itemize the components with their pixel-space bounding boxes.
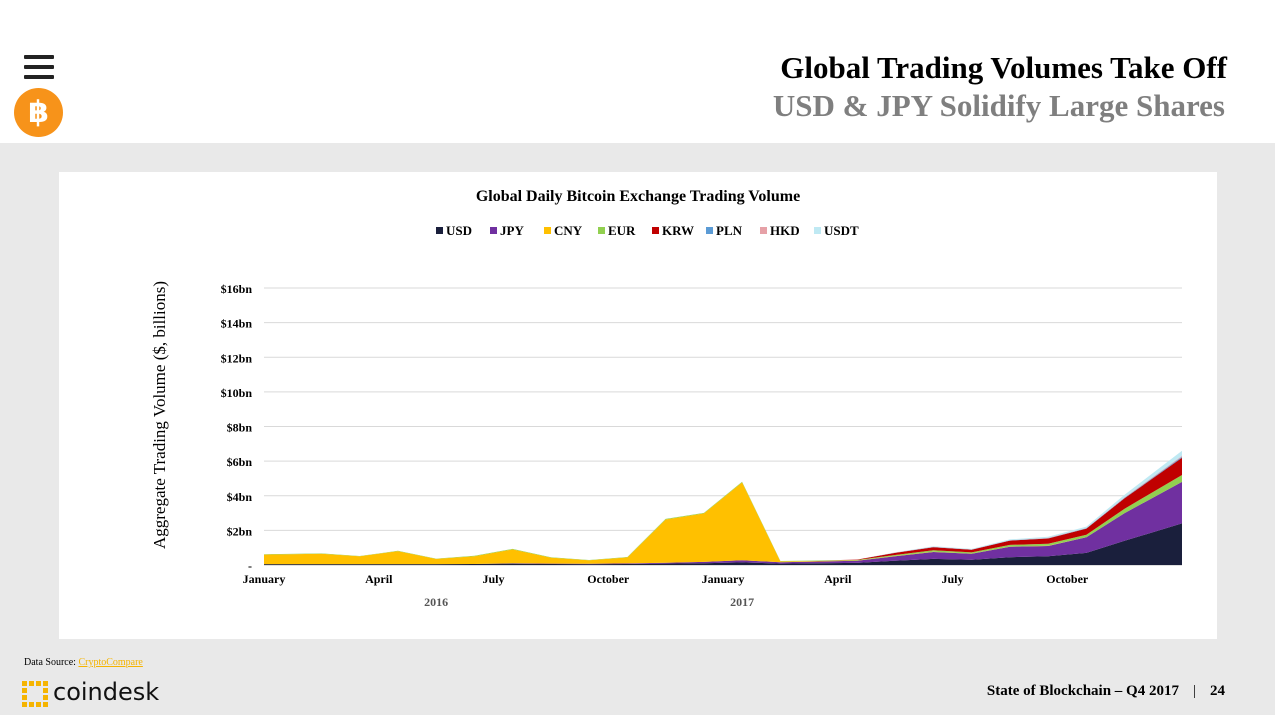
y-tick-label: - (248, 559, 252, 573)
legend-item-jpy: JPY (490, 223, 524, 238)
slide-title: Global Trading Volumes Take Off (780, 50, 1227, 85)
x-tick-label: January (243, 572, 286, 586)
legend-swatch (814, 227, 821, 234)
x-year-label: 2016 (424, 595, 448, 609)
y-tick-label: $14bn (221, 317, 253, 331)
x-tick-label: April (824, 572, 852, 586)
legend-item-usdt: USDT (814, 223, 859, 238)
legend-swatch (706, 227, 713, 234)
data-source-link[interactable]: CryptoCompare (78, 657, 143, 668)
legend-item-usd: USD (436, 223, 472, 238)
y-tick-label: $8bn (227, 421, 253, 435)
bitcoin-logo-icon: ฿ (14, 88, 63, 137)
chart-plot-area (264, 450, 1182, 565)
chart-title: Global Daily Bitcoin Exchange Trading Vo… (476, 188, 800, 205)
y-axis-label: Aggregate Trading Volume ($, billions) (150, 281, 169, 549)
legend-item-pln: PLN (706, 223, 743, 238)
y-tick-label: $10bn (221, 386, 253, 400)
data-source: Data Source: CryptoCompare (24, 657, 143, 668)
coindesk-wordmark: coindesk (53, 678, 160, 706)
footer-separator: | (1192, 683, 1196, 699)
hamburger-menu-icon[interactable] (24, 55, 54, 81)
x-tick-label: July (941, 572, 963, 586)
legend-swatch (544, 227, 551, 234)
legend-item-eur: EUR (598, 223, 636, 238)
legend-item-hkd: HKD (760, 223, 800, 238)
x-tick-label: April (365, 572, 393, 586)
slide-footer: State of Blockchain – Q4 2017 | 24 (987, 683, 1225, 700)
x-year-label: 2017 (730, 595, 754, 609)
legend-label: CNY (554, 223, 583, 238)
y-axis-ticks: - $2bn $4bn $6bn $8bn $10bn $12bn $14bn $16bn (221, 282, 253, 573)
y-tick-label: $12bn (221, 351, 253, 365)
series-area-cny (264, 481, 1182, 565)
x-tick-label: October (1046, 572, 1089, 586)
page-number: 24 (1210, 683, 1225, 699)
x-tick-label: October (587, 572, 630, 586)
legend-swatch (436, 227, 443, 234)
report-title: State of Blockchain – Q4 2017 (986, 683, 1179, 699)
series-area-usd (264, 523, 1182, 565)
chart-gridlines (264, 287, 1182, 566)
chart-panel: Global Daily Bitcoin Exchange Trading Vo… (59, 172, 1217, 639)
x-tick-label: January (702, 572, 745, 586)
legend-label: HKD (770, 223, 800, 238)
y-tick-label: $2bn (227, 524, 253, 538)
chart-legend: USD JPY CNY EUR KRW PLN HKD USDT (436, 223, 859, 238)
legend-swatch (490, 227, 497, 234)
legend-swatch (652, 227, 659, 234)
legend-label: PLN (716, 223, 743, 238)
legend-swatch (760, 227, 767, 234)
x-tick-label: July (482, 572, 504, 586)
legend-label: KRW (662, 223, 694, 238)
legend-swatch (598, 227, 605, 234)
slide-subtitle: USD & JPY Solidify Large Shares (772, 88, 1225, 123)
y-tick-label: $4bn (227, 490, 253, 504)
slide-header: ฿ Global Trading Volumes Take Off USD & … (0, 0, 1275, 143)
legend-label: USD (446, 223, 472, 238)
data-source-label: Data Source: (24, 657, 76, 668)
x-axis-ticks: January April July October January April July O… (243, 572, 1089, 609)
legend-label: USDT (824, 223, 859, 238)
y-tick-label: $16bn (221, 282, 253, 296)
legend-label: JPY (500, 223, 524, 238)
legend-item-krw: KRW (652, 223, 694, 238)
legend-label: EUR (608, 223, 636, 238)
legend-item-cny: CNY (544, 223, 583, 238)
coindesk-logo-icon (22, 681, 48, 707)
y-tick-label: $6bn (227, 455, 253, 469)
trading-volume-chart: Global Daily Bitcoin Exchange Trading Vo… (150, 188, 1182, 609)
